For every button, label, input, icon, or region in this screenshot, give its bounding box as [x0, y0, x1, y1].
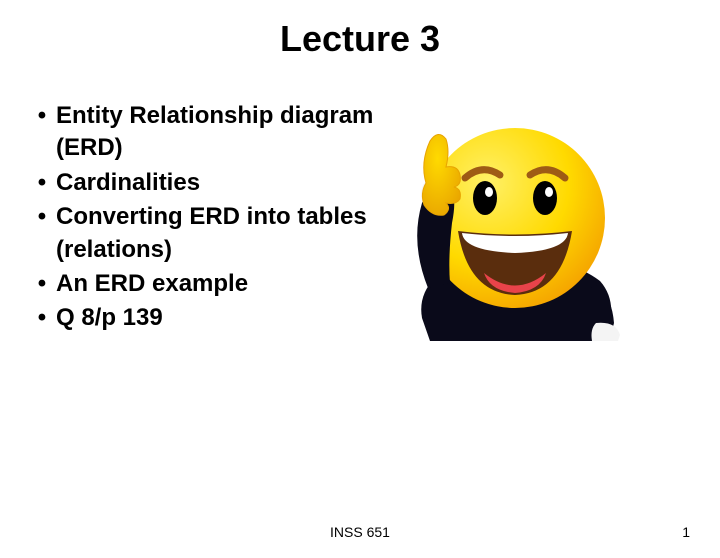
smiley-thumbs-up-icon [400, 123, 630, 343]
eye-left [473, 181, 497, 215]
bullet-marker: • [28, 302, 56, 334]
bullet-list: • Entity Relationship diagram (ERD) • Ca… [28, 100, 398, 337]
footer: INSS 651 1 [0, 524, 720, 540]
bullet-text: Converting ERD into tables (relations) [56, 201, 398, 266]
bullet-marker: • [28, 201, 56, 233]
bullet-marker: • [28, 100, 56, 132]
cuff-right [592, 323, 621, 341]
eye-left-hl [485, 187, 493, 197]
list-item: • An ERD example [28, 268, 398, 300]
bullet-text: An ERD example [56, 268, 398, 300]
list-item: • Cardinalities [28, 167, 398, 199]
footer-course: INSS 651 [330, 524, 390, 540]
hand-left [422, 134, 460, 215]
bullet-marker: • [28, 268, 56, 300]
page-number: 1 [682, 524, 690, 540]
eye-right [533, 181, 557, 215]
bullet-text: Entity Relationship diagram (ERD) [56, 100, 398, 165]
bullet-text: Cardinalities [56, 167, 398, 199]
list-item: • Converting ERD into tables (relations) [28, 201, 398, 266]
slide-title: Lecture 3 [0, 18, 720, 60]
list-item: • Q 8/p 139 [28, 302, 398, 334]
list-item: • Entity Relationship diagram (ERD) [28, 100, 398, 165]
bullet-text: Q 8/p 139 [56, 302, 398, 334]
eye-right-hl [545, 187, 553, 197]
bullet-marker: • [28, 167, 56, 199]
